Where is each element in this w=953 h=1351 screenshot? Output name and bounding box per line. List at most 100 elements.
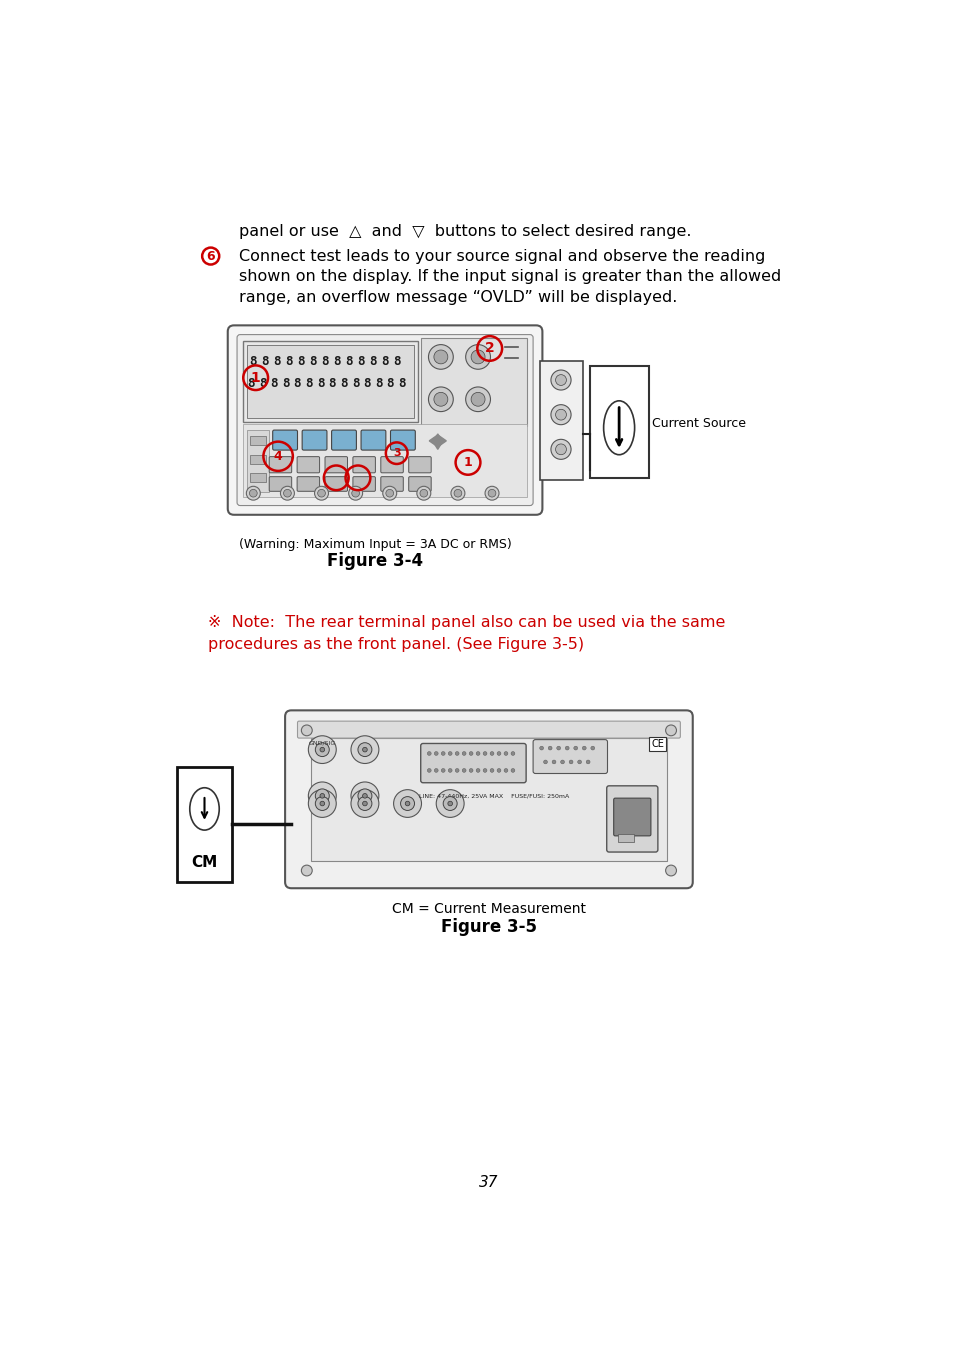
Text: 8: 8: [261, 355, 269, 367]
Circle shape: [319, 747, 324, 753]
Circle shape: [550, 405, 571, 424]
Text: range, an overflow message “OVLD” will be displayed.: range, an overflow message “OVLD” will b…: [239, 290, 677, 305]
Text: 8: 8: [247, 377, 254, 389]
Text: procedures as the front panel. (See Figure 3-5): procedures as the front panel. (See Figu…: [208, 638, 584, 653]
FancyBboxPatch shape: [302, 430, 327, 450]
FancyBboxPatch shape: [325, 457, 347, 473]
Circle shape: [317, 489, 325, 497]
Circle shape: [394, 790, 421, 817]
Text: 8: 8: [328, 377, 335, 389]
Circle shape: [249, 489, 257, 497]
Text: 8: 8: [297, 355, 305, 367]
Circle shape: [382, 486, 396, 500]
Bar: [250, 455, 266, 463]
Text: LINE: 47-440Hz, 25VA MAX    FUSE/FUSI: 250mA: LINE: 47-440Hz, 25VA MAX FUSE/FUSI: 250m…: [418, 793, 569, 798]
Circle shape: [543, 761, 547, 763]
Circle shape: [301, 725, 312, 736]
Circle shape: [315, 743, 329, 757]
Text: 37: 37: [478, 1175, 498, 1190]
Circle shape: [573, 746, 578, 750]
Circle shape: [511, 751, 515, 755]
Bar: [177, 766, 232, 882]
Circle shape: [315, 797, 329, 811]
Circle shape: [362, 793, 367, 798]
Text: 8: 8: [340, 377, 348, 389]
Circle shape: [308, 736, 335, 763]
Circle shape: [405, 801, 410, 805]
Text: CM = Current Measurement: CM = Current Measurement: [392, 902, 585, 916]
Circle shape: [428, 386, 453, 412]
FancyBboxPatch shape: [297, 721, 679, 738]
Circle shape: [469, 751, 473, 755]
FancyBboxPatch shape: [269, 457, 292, 473]
Circle shape: [490, 769, 494, 773]
Circle shape: [482, 751, 486, 755]
Circle shape: [357, 743, 372, 757]
Text: 8: 8: [394, 355, 401, 367]
Circle shape: [578, 761, 581, 763]
Circle shape: [348, 486, 362, 500]
Circle shape: [428, 345, 453, 369]
Circle shape: [461, 769, 466, 773]
Circle shape: [427, 769, 431, 773]
Circle shape: [427, 751, 431, 755]
Circle shape: [419, 489, 427, 497]
Circle shape: [550, 439, 571, 459]
Text: 2: 2: [484, 342, 494, 355]
Polygon shape: [429, 435, 436, 446]
Text: CM: CM: [192, 855, 217, 870]
Circle shape: [665, 725, 676, 736]
Circle shape: [280, 486, 294, 500]
Circle shape: [451, 486, 464, 500]
Text: 8: 8: [258, 377, 266, 389]
Text: panel or use  △  and  ▽  buttons to select desired range.: panel or use △ and ▽ buttons to select d…: [239, 224, 691, 239]
Circle shape: [455, 751, 458, 755]
FancyBboxPatch shape: [325, 477, 347, 492]
Text: GND/SIG: GND/SIG: [309, 740, 335, 746]
Circle shape: [581, 746, 585, 750]
FancyBboxPatch shape: [380, 477, 403, 492]
FancyBboxPatch shape: [390, 430, 415, 450]
Circle shape: [441, 769, 445, 773]
Circle shape: [357, 797, 372, 811]
Circle shape: [557, 746, 560, 750]
Circle shape: [351, 782, 378, 809]
Circle shape: [471, 392, 484, 407]
Text: 8: 8: [250, 355, 256, 367]
Text: 8: 8: [386, 377, 394, 389]
Circle shape: [448, 751, 452, 755]
Bar: [250, 436, 266, 446]
Circle shape: [308, 790, 335, 817]
Circle shape: [590, 746, 594, 750]
Circle shape: [552, 761, 556, 763]
Text: CE: CE: [651, 739, 663, 750]
Circle shape: [550, 370, 571, 390]
Circle shape: [400, 797, 415, 811]
Circle shape: [565, 746, 569, 750]
Circle shape: [315, 789, 329, 802]
Bar: [590, 366, 648, 478]
Text: 8: 8: [271, 377, 277, 389]
Circle shape: [585, 761, 590, 763]
FancyBboxPatch shape: [408, 477, 431, 492]
Text: Figure 3-5: Figure 3-5: [440, 919, 537, 936]
Circle shape: [357, 789, 372, 802]
FancyBboxPatch shape: [236, 335, 533, 505]
Circle shape: [283, 489, 291, 497]
Bar: [421, 338, 526, 426]
Text: 8: 8: [274, 355, 281, 367]
Circle shape: [560, 761, 564, 763]
Circle shape: [319, 793, 324, 798]
Text: 8: 8: [294, 377, 301, 389]
Circle shape: [319, 801, 324, 805]
Circle shape: [447, 801, 452, 805]
Text: 8: 8: [282, 377, 290, 389]
Text: 8: 8: [345, 355, 353, 367]
Circle shape: [555, 409, 566, 420]
Text: shown on the display. If the input signal is greater than the allowed: shown on the display. If the input signa…: [239, 269, 781, 284]
FancyBboxPatch shape: [353, 477, 375, 492]
Circle shape: [476, 751, 479, 755]
Text: 8: 8: [375, 377, 382, 389]
Text: Connect test leads to your source signal and observe the reading: Connect test leads to your source signal…: [239, 249, 765, 263]
Circle shape: [665, 865, 676, 875]
